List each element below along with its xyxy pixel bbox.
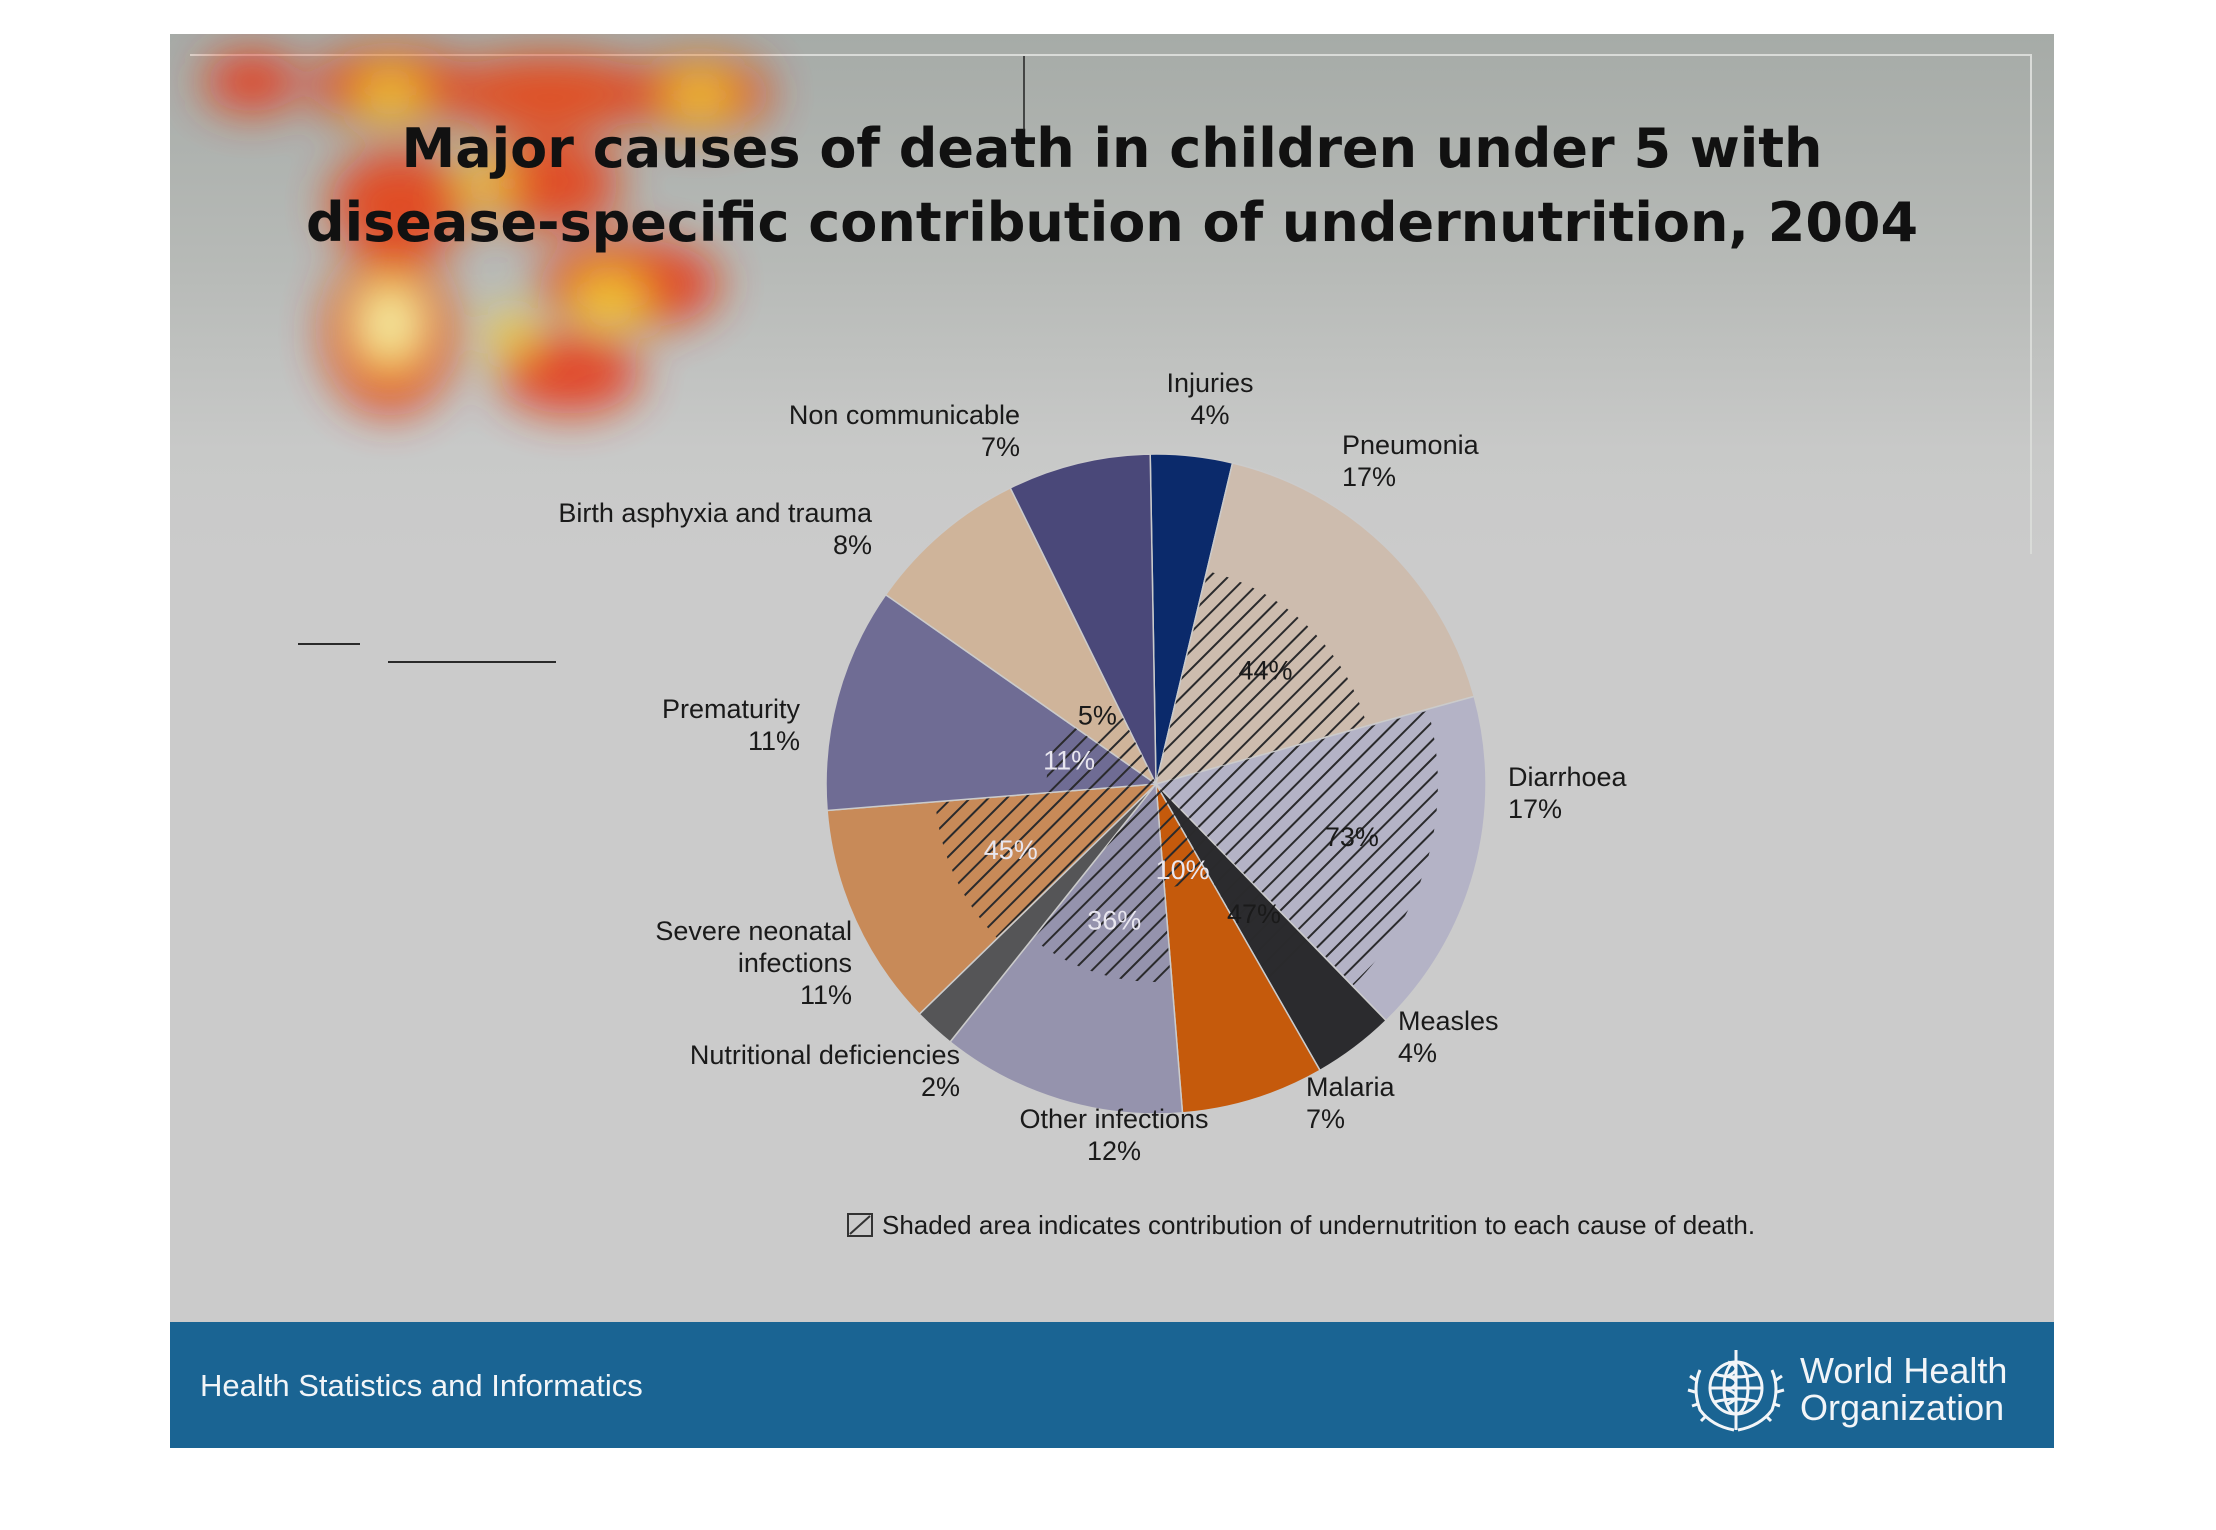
undernutrition-hatch-severe-neonatal-infections bbox=[935, 784, 1156, 938]
slice-label-severe-neonatal-infections: Severe neonatal infections 11% bbox=[655, 916, 852, 1010]
undernutrition-label-severe-neonatal-infections: 45% bbox=[984, 835, 1038, 865]
slice-name-other-infections: Other infections bbox=[1019, 1104, 1208, 1134]
slice-label-diarrhoea: Diarrhoea 17% bbox=[1508, 762, 1628, 824]
slice-name-injuries: Injuries bbox=[1166, 368, 1253, 398]
undernutrition-hatch-prematurity bbox=[1046, 721, 1156, 793]
slice-label-nutritional-deficiencies: Nutritional deficiencies 2% bbox=[690, 1040, 960, 1102]
undernutrition-label-malaria: 10% bbox=[1156, 855, 1210, 885]
organization-name-line-1: World Health bbox=[1800, 1350, 2008, 1391]
slice-name-birth-asphyxia-and-trauma: Birth asphyxia and trauma bbox=[558, 498, 873, 528]
slice-label-pneumonia: Pneumonia 17% bbox=[1342, 430, 1480, 492]
slice-non-communicable bbox=[1009, 453, 1157, 785]
undernutrition-label-pneumonia: 44% bbox=[1238, 656, 1292, 686]
undernutrition-hatch-diarrhoea bbox=[1156, 710, 1438, 986]
slice-label-non-communicable: Non communicable 7% bbox=[789, 400, 1020, 462]
slice-percent-pneumonia: 17% bbox=[1342, 462, 1396, 492]
footer-bar: Health Statistics and Informatics World … bbox=[170, 1322, 2054, 1448]
slice-name-non-communicable: Non communicable bbox=[789, 400, 1020, 430]
slice-percent-severe-neonatal-infections: 11% bbox=[800, 980, 852, 1010]
undernutrition-label-birth-asphyxia-and-trauma: 5% bbox=[1078, 701, 1117, 731]
slice-label-prematurity: Prematurity 11% bbox=[662, 694, 801, 756]
slice-name-diarrhoea: Diarrhoea bbox=[1508, 762, 1628, 792]
who-emblem-icon bbox=[1687, 1350, 1785, 1432]
slice-percent-prematurity: 11% bbox=[748, 726, 800, 756]
slice-label-malaria: Malaria 7% bbox=[1306, 1072, 1396, 1134]
hatch-legend-icon bbox=[847, 1213, 873, 1237]
slice-name-pneumonia: Pneumonia bbox=[1342, 430, 1480, 460]
undernutrition-hatch-measles bbox=[1156, 784, 1313, 980]
organization-name-line-2: Organization bbox=[1800, 1387, 2005, 1428]
undernutrition-labels: 44% 73% 47% 10% 36% 45% 11% 5% bbox=[984, 656, 1379, 936]
hatch-legend-stroke bbox=[849, 1215, 871, 1235]
undernutrition-hatch-other-infections bbox=[1033, 784, 1171, 982]
slice-name-severe-neonatal-infections: Severe neonatal bbox=[655, 916, 852, 946]
slice-label-injuries: Injuries 4% bbox=[1166, 368, 1253, 430]
slice-percent-other-infections: 12% bbox=[1087, 1136, 1141, 1166]
frame-line bbox=[190, 54, 2032, 554]
slice-percent-diarrhoea: 17% bbox=[1508, 794, 1562, 824]
slice-label-measles: Measles 4% bbox=[1398, 1006, 1499, 1068]
slice-percent-injuries: 4% bbox=[1190, 400, 1229, 430]
slice-name-nutritional-deficiencies: Nutritional deficiencies bbox=[690, 1040, 960, 1070]
legend-note: Shaded area indicates contribution of un… bbox=[847, 1210, 1755, 1240]
slide: Major causes of death in children under … bbox=[170, 34, 2054, 1448]
slice-label-other-infections: Other infections 12% bbox=[1019, 1104, 1208, 1166]
undernutrition-label-measles: 47% bbox=[1227, 899, 1281, 929]
slice-birth-asphyxia-and-trauma bbox=[884, 486, 1157, 785]
slice-label-birth-asphyxia-and-trauma: Birth asphyxia and trauma 8% bbox=[558, 498, 873, 560]
slice-name-malaria: Malaria bbox=[1306, 1072, 1396, 1102]
title-line-2: disease-specific contribution of undernu… bbox=[305, 191, 1919, 254]
organization-name: World Health Organization bbox=[1800, 1352, 2007, 1426]
slice-percent-malaria: 7% bbox=[1306, 1104, 1345, 1134]
slice-name-prematurity: Prematurity bbox=[662, 694, 801, 724]
attention-heatmap-overlay bbox=[204, 48, 770, 414]
undernutrition-label-other-infections: 36% bbox=[1087, 905, 1141, 935]
legend-note-text: Shaded area indicates contribution of un… bbox=[882, 1210, 1755, 1240]
slice-percent-nutritional-deficiencies: 2% bbox=[921, 1072, 960, 1102]
slice-labels: Injuries 4%Pneumonia 17%Diarrhoea 17%Measle… bbox=[558, 368, 1627, 1166]
undernutrition-hatch-birth-asphyxia-and-trauma bbox=[1095, 718, 1156, 784]
slice-name-measles: Measles bbox=[1398, 1006, 1499, 1036]
undernutrition-label-prematurity: 11% bbox=[1043, 745, 1095, 775]
footer-text: Health Statistics and Informatics bbox=[200, 1368, 643, 1403]
slice-percent-non-communicable: 7% bbox=[981, 432, 1020, 462]
undernutrition-hatch-pneumonia bbox=[1156, 571, 1367, 784]
undernutrition-hatch-malaria bbox=[1156, 784, 1208, 888]
undernutrition-label-diarrhoea: 73% bbox=[1325, 822, 1379, 852]
slice-percent-measles: 4% bbox=[1398, 1038, 1437, 1068]
title-line-1: Major causes of death in children under … bbox=[401, 117, 1823, 180]
pie-chart: Injuries 4%Pneumonia 17%Diarrhoea 17%Measle… bbox=[298, 56, 1755, 1240]
slice-name-severe-neonatal-infections: infections bbox=[738, 948, 852, 978]
undernutrition-shading bbox=[935, 571, 1438, 986]
slide-title: Major causes of death in children under … bbox=[170, 112, 2054, 260]
slice-percent-birth-asphyxia-and-trauma: 8% bbox=[833, 530, 872, 560]
